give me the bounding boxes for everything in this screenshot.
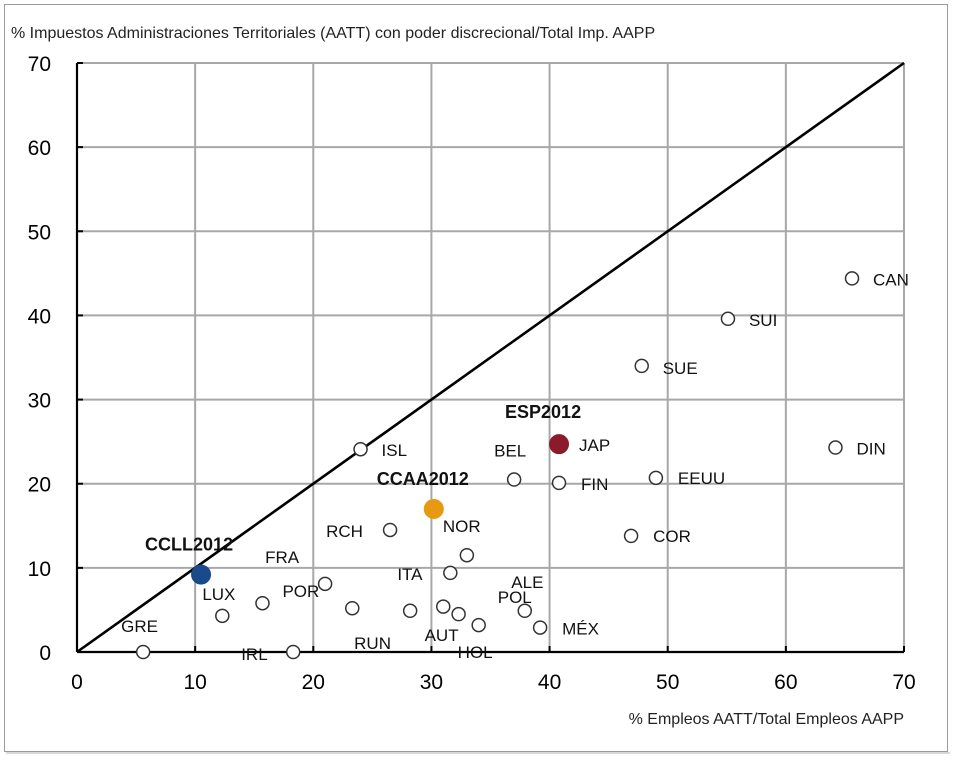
point-label: GRE xyxy=(121,617,158,636)
x-tick-label: 60 xyxy=(774,671,797,694)
data-point xyxy=(353,441,368,457)
data-point xyxy=(648,470,664,486)
data-point xyxy=(517,603,533,619)
point-label: FRA xyxy=(265,548,300,567)
grid-lines xyxy=(77,62,905,652)
highlight-label: CCLL2012 xyxy=(145,535,233,555)
data-point xyxy=(623,528,639,544)
point-label: CAN xyxy=(873,270,909,289)
data-point xyxy=(634,358,649,374)
highlight-point xyxy=(549,434,570,455)
point-label: POR xyxy=(282,582,319,601)
x-tick-label: 30 xyxy=(420,671,443,694)
x-axis-title: % Empleos AATT/Total Empleos AAPP xyxy=(629,711,904,728)
point-label: IRL xyxy=(241,645,267,664)
frame-shadow xyxy=(6,752,950,754)
point-label: AUT xyxy=(425,626,459,645)
point-label: SUE xyxy=(663,359,698,378)
point-label: FIN xyxy=(581,475,608,494)
point-label: RCH xyxy=(326,522,363,541)
y-axis-title: % Impuestos Administraciones Territorial… xyxy=(11,25,655,42)
x-tick-label: 70 xyxy=(892,671,915,694)
data-point xyxy=(135,644,151,660)
reference-diagonal-line xyxy=(76,61,905,654)
x-tick-label: 50 xyxy=(656,671,679,694)
x-tick-label: 10 xyxy=(183,671,206,694)
point-labels: GRE IRL LUX POR FRA RUN ITA AUT NOR HOL POL MÉX ALE R… xyxy=(121,270,909,664)
data-point xyxy=(443,565,458,581)
data-point xyxy=(255,595,270,611)
point-label: POL xyxy=(498,588,532,607)
data-point xyxy=(215,608,230,624)
data-point xyxy=(551,475,567,491)
y-tick-label: 20 xyxy=(28,474,51,497)
point-label: RUN xyxy=(354,634,391,653)
point-label: COR xyxy=(653,527,691,546)
point-label: SUI xyxy=(749,311,777,330)
data-point xyxy=(285,644,301,660)
data-points xyxy=(135,271,860,660)
point-label: NOR xyxy=(443,517,481,536)
tick-labels: 0 10 20 30 40 50 60 70 0 10 20 30 40 50 60 70 xyxy=(28,53,916,694)
y-tick-label: 70 xyxy=(28,53,51,76)
data-point xyxy=(844,271,860,286)
point-label: DIN xyxy=(856,440,885,459)
point-label: BEL xyxy=(494,442,526,461)
x-tick-label: 0 xyxy=(71,671,83,694)
point-label: HOL xyxy=(458,643,493,662)
data-point xyxy=(451,606,466,622)
data-point xyxy=(459,547,475,563)
data-point xyxy=(532,620,548,635)
point-label: JAP xyxy=(579,436,610,455)
data-point xyxy=(435,599,451,614)
data-point xyxy=(317,576,333,592)
data-point xyxy=(720,311,736,327)
data-point xyxy=(345,600,360,616)
point-label: ISL xyxy=(382,441,408,460)
point-label: EEUU xyxy=(678,469,725,488)
highlight-label: CCAA2012 xyxy=(377,469,469,489)
y-tick-label: 60 xyxy=(28,137,51,160)
point-label: MÉX xyxy=(562,620,599,639)
y-tick-label: 50 xyxy=(28,221,51,244)
highlight-label: ESP2012 xyxy=(505,402,581,422)
data-point xyxy=(828,440,843,455)
y-tick-label: 0 xyxy=(39,642,51,665)
highlight-point xyxy=(191,564,212,585)
x-tick-label: 40 xyxy=(538,671,561,694)
y-tick-label: 10 xyxy=(28,558,51,581)
x-tick-label: 20 xyxy=(302,671,325,694)
point-label: ITA xyxy=(397,565,423,584)
y-tick-label: 30 xyxy=(28,390,51,413)
highlight-point xyxy=(423,498,444,519)
data-point xyxy=(382,522,398,538)
data-point xyxy=(471,617,486,633)
axes xyxy=(75,62,905,654)
data-point xyxy=(402,603,418,619)
y-tick-label: 40 xyxy=(28,305,51,328)
data-point xyxy=(506,472,522,487)
point-label: ALE xyxy=(511,573,543,592)
point-label: LUX xyxy=(202,585,235,604)
